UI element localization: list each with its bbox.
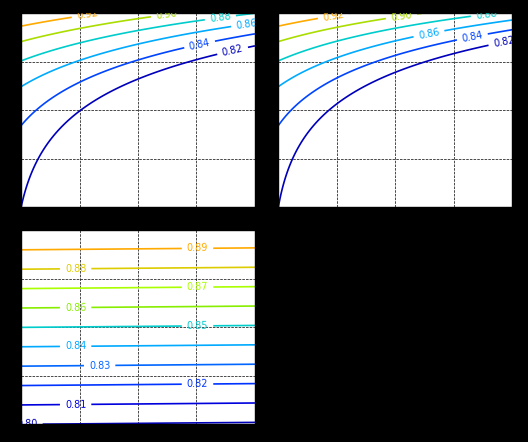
Text: 0.89: 0.89: [187, 243, 208, 253]
Text: 0.83: 0.83: [89, 360, 110, 370]
Text: 0.87: 0.87: [187, 282, 209, 292]
Text: 0.90: 0.90: [155, 8, 178, 21]
Text: 0.80: 0.80: [16, 419, 37, 429]
Text: 0.82: 0.82: [493, 35, 515, 49]
Text: 0.92: 0.92: [322, 9, 345, 23]
Text: 0.88: 0.88: [475, 8, 497, 21]
Text: 0.86: 0.86: [65, 302, 87, 312]
Text: 0.88: 0.88: [209, 11, 232, 24]
Text: 0.92: 0.92: [76, 8, 99, 21]
Text: 0.85: 0.85: [187, 321, 209, 331]
Text: 0.90: 0.90: [390, 10, 413, 23]
Text: 0.81: 0.81: [65, 400, 87, 410]
Text: 0.84: 0.84: [65, 341, 87, 351]
Text: 0.88: 0.88: [65, 264, 87, 274]
Text: 0.84: 0.84: [188, 37, 211, 52]
Text: 0.82: 0.82: [221, 43, 244, 58]
Text: 0.84: 0.84: [461, 30, 484, 44]
Text: 0.86: 0.86: [235, 18, 258, 30]
Text: 0.82: 0.82: [187, 379, 209, 389]
Text: 0.86: 0.86: [418, 27, 440, 41]
